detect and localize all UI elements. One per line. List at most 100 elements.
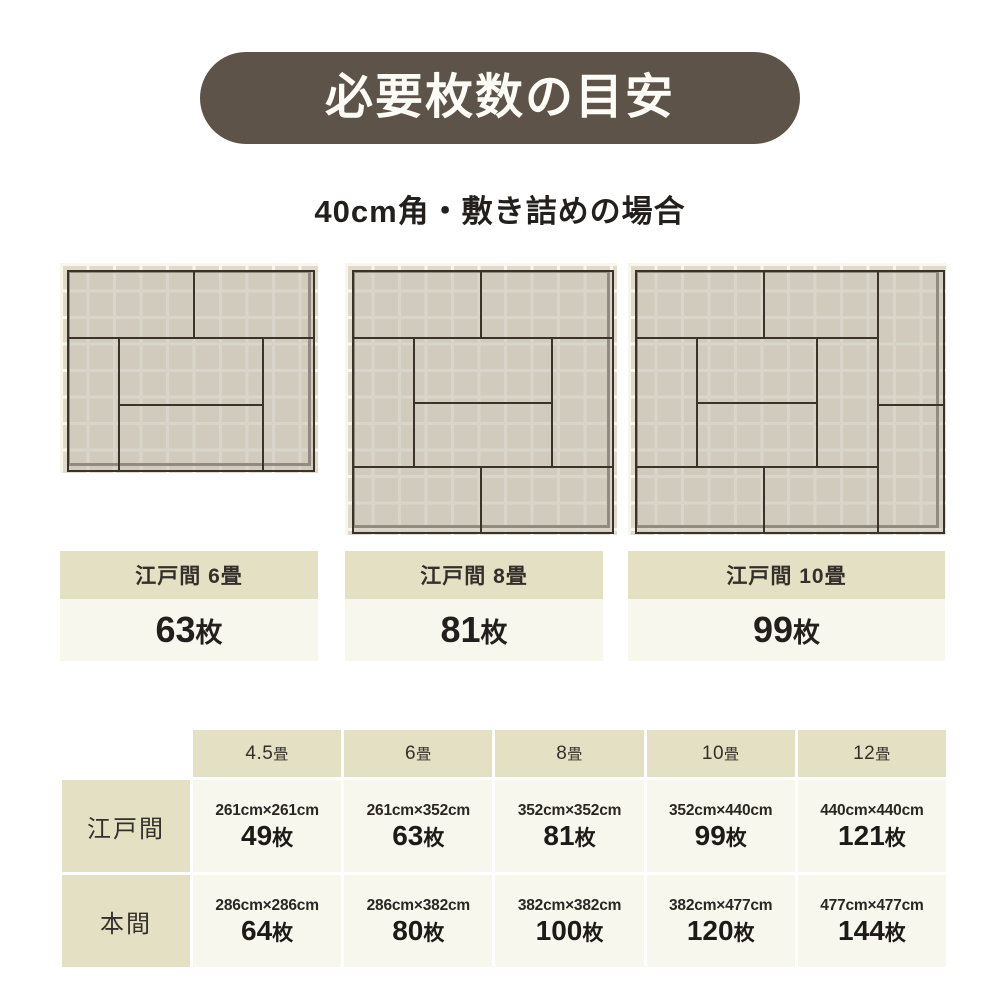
tatami-mat <box>696 337 818 404</box>
tatami-mat <box>763 466 879 534</box>
tatami-mat <box>480 270 614 339</box>
table-cell: 261cm×352cm 63枚 <box>344 780 493 872</box>
qty-number: 80 <box>392 914 424 946</box>
cell-quantity: 80枚 <box>392 916 444 945</box>
tatami-mat <box>413 402 553 468</box>
table-cell: 261cm×261cm 49枚 <box>193 780 342 872</box>
qty-number: 121 <box>838 819 885 851</box>
table-cell: 440cm×440cm 121枚 <box>797 780 947 872</box>
diagram-edoma-8-jo <box>345 263 617 535</box>
tatami-mat <box>635 466 765 534</box>
cell-dimensions: 286cm×286cm <box>215 896 319 914</box>
qty-unit: 枚 <box>725 826 747 850</box>
diagram-edoma-6-jo <box>60 263 318 473</box>
column-unit: 畳 <box>416 746 432 763</box>
cell-dimensions: 382cm×382cm <box>517 896 622 914</box>
tatami-mat <box>118 404 264 472</box>
tatami-mat <box>696 402 818 468</box>
qty-unit: 枚 <box>884 921 906 945</box>
tatami-mat <box>67 337 120 472</box>
column-unit: 畳 <box>724 746 740 763</box>
tatami-mat <box>551 337 614 468</box>
qty-number: 81 <box>543 819 575 851</box>
qty-number: 100 <box>535 914 583 946</box>
column-size: 8 <box>556 742 568 764</box>
tatami-mat <box>67 270 195 339</box>
qty-unit: 枚 <box>423 826 445 850</box>
table-cell: 286cm×382cm 80枚 <box>344 875 493 967</box>
diagram-edoma-10-jo <box>628 263 946 535</box>
count-unit: 枚 <box>480 617 508 648</box>
title-pill: 必要枚数の目安 <box>200 52 800 144</box>
count-card-title: 江戸間 8畳 <box>345 551 603 599</box>
cell-quantity: 100枚 <box>536 916 604 945</box>
cell-dimensions: 352cm×352cm <box>517 801 622 819</box>
column-size: 12 <box>853 742 876 764</box>
cell-quantity: 121枚 <box>838 821 906 850</box>
qty-unit: 枚 <box>272 921 294 945</box>
table-cell: 352cm×352cm 81枚 <box>495 780 644 872</box>
tatami-mat <box>763 270 879 339</box>
cell-dimensions: 477cm×477cm <box>820 896 924 914</box>
table-corner-cell <box>62 730 190 777</box>
tatami-mat <box>635 337 698 468</box>
room-outline <box>352 270 614 534</box>
cell-quantity: 64枚 <box>241 916 293 945</box>
subtitle: 40cm角・敷き詰めの場合 <box>314 194 686 229</box>
count-card-title: 江戸間 10畳 <box>628 551 945 599</box>
count-card-edoma-10-jo: 江戸間 10畳 99 枚 <box>628 551 945 661</box>
qty-unit: 枚 <box>574 826 596 850</box>
tatami-mat <box>262 337 315 472</box>
count-number: 63 <box>155 609 196 650</box>
cell-quantity: 120枚 <box>687 916 755 945</box>
tatami-mat <box>193 270 315 339</box>
column-unit: 畳 <box>875 746 891 763</box>
count-number: 81 <box>440 609 481 650</box>
cell-quantity: 63枚 <box>392 821 444 850</box>
tatami-mat <box>816 337 879 468</box>
cell-quantity: 81枚 <box>543 821 595 850</box>
count-card-title: 江戸間 6畳 <box>60 551 318 599</box>
cell-quantity: 144枚 <box>838 916 906 945</box>
table-cell: 477cm×477cm 144枚 <box>797 875 947 967</box>
table-column-header: 12 畳 <box>797 730 947 777</box>
table-cell: 286cm×286cm 64枚 <box>193 875 342 967</box>
cell-dimensions: 261cm×261cm <box>215 801 319 819</box>
table-column-header: 4.5 畳 <box>193 730 342 777</box>
table-cell: 352cm×440cm 99枚 <box>646 780 795 872</box>
qty-number: 49 <box>241 819 273 851</box>
cell-dimensions: 286cm×382cm <box>366 896 471 914</box>
count-card-edoma-6-jo: 江戸間 6畳 63 枚 <box>60 551 318 661</box>
tatami-mat <box>635 270 765 339</box>
qty-unit: 枚 <box>582 921 604 945</box>
column-unit: 畳 <box>567 746 583 763</box>
qty-unit: 枚 <box>884 826 906 850</box>
table-column-header: 10 畳 <box>646 730 795 777</box>
tatami-mat <box>877 404 945 534</box>
page-title: 必要枚数の目安 <box>324 71 675 124</box>
cell-dimensions: 261cm×352cm <box>366 801 471 819</box>
table-cell: 382cm×477cm 120枚 <box>646 875 795 967</box>
tatami-mat <box>480 466 614 534</box>
count-card-edoma-8-jo: 江戸間 8畳 81 枚 <box>345 551 603 661</box>
cell-dimensions: 440cm×440cm <box>820 801 924 819</box>
qty-unit: 枚 <box>733 921 755 945</box>
count-number: 99 <box>752 609 794 650</box>
qty-number: 120 <box>686 914 734 946</box>
qty-unit: 枚 <box>272 826 294 850</box>
tatami-mat <box>352 466 482 534</box>
qty-number: 99 <box>694 819 726 851</box>
table-cell: 382cm×382cm 100枚 <box>495 875 644 967</box>
count-card-value: 81 枚 <box>345 599 603 661</box>
room-layout-diagrams <box>0 263 1000 538</box>
count-unit: 枚 <box>793 617 821 648</box>
table-row: 江戸間 261cm×261cm 49枚 261cm×352cm 63枚 352c… <box>62 780 947 872</box>
tatami-mat <box>413 337 553 404</box>
cell-dimensions: 382cm×477cm <box>669 896 773 914</box>
room-outline <box>635 270 945 534</box>
table-row: 本間 286cm×286cm 64枚 286cm×382cm 80枚 382cm… <box>62 875 947 967</box>
